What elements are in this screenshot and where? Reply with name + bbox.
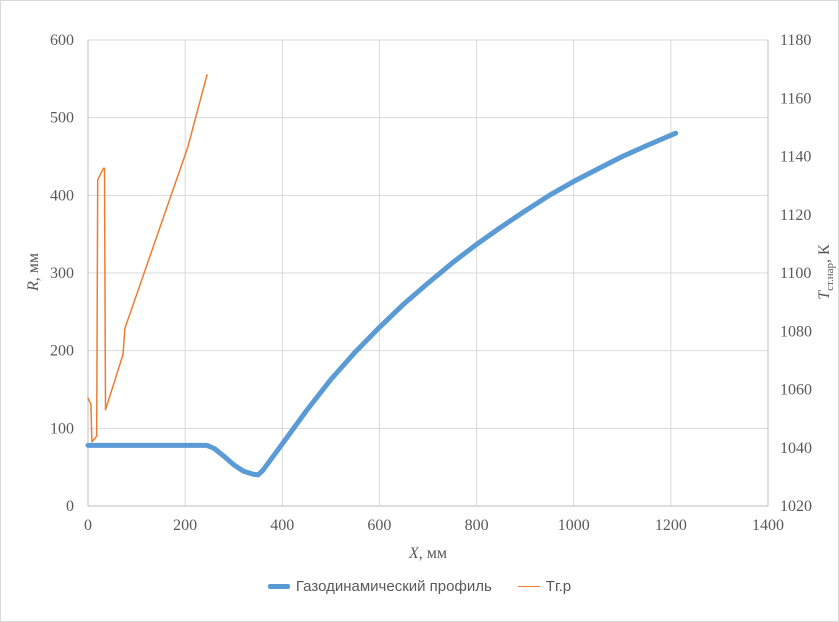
y-tick-label: 600 — [50, 32, 74, 49]
x-axis-title: X, мм — [408, 545, 447, 562]
x-tick-label: 1000 — [558, 517, 590, 534]
y2-tick-label: 1140 — [780, 149, 811, 166]
y-tick-label: 400 — [50, 187, 74, 204]
y2-tick-label: 1060 — [780, 382, 812, 399]
series-line-profile — [85, 130, 679, 478]
y2-tick-label: 1020 — [780, 498, 812, 515]
legend-swatch-temperature — [517, 585, 540, 588]
y-tick-label: 100 — [50, 420, 74, 437]
gridlines — [88, 39, 769, 506]
y-tick-label: 0 — [66, 498, 74, 515]
y2-axis-title: Tст.нар, К — [816, 244, 836, 300]
x-tick-label: 0 — [84, 517, 92, 534]
legend-label-temperature: Тг.р — [545, 578, 572, 595]
axes — [87, 40, 769, 507]
y-tick-label: 500 — [50, 110, 74, 127]
legend-item-profile: Газодинамический профиль — [267, 578, 492, 595]
legend-item-temperature: Тг.р — [517, 578, 572, 595]
x-tick-label: 200 — [173, 517, 197, 534]
legend: Газодинамический профиль Тг.р — [0, 578, 839, 595]
tick-labels: 0 200 400 600 800 1000 1200 1400 0 100 200 300 400 50… — [50, 32, 812, 534]
x-tick-label: 1400 — [752, 517, 784, 534]
x-tick-label: 600 — [367, 517, 391, 534]
y-axis-title: R, мм — [25, 253, 42, 292]
y2-tick-label: 1180 — [780, 32, 811, 49]
y2-tick-label: 1160 — [780, 90, 811, 107]
series-layer — [85, 74, 679, 478]
legend-label-profile: Газодинамический профиль — [295, 578, 492, 595]
y2-tick-label: 1040 — [780, 440, 812, 457]
series-line-temperature — [87, 74, 208, 443]
legend-swatch-profile — [267, 584, 290, 589]
x-tick-label: 800 — [465, 517, 489, 534]
y-tick-label: 200 — [50, 343, 74, 360]
y2-tick-label: 1100 — [780, 265, 811, 282]
y-tick-label: 300 — [50, 265, 74, 282]
y2-tick-label: 1120 — [780, 207, 811, 224]
x-tick-label: 400 — [270, 517, 294, 534]
y2-tick-label: 1080 — [780, 323, 812, 340]
x-tick-label: 1200 — [655, 517, 687, 534]
